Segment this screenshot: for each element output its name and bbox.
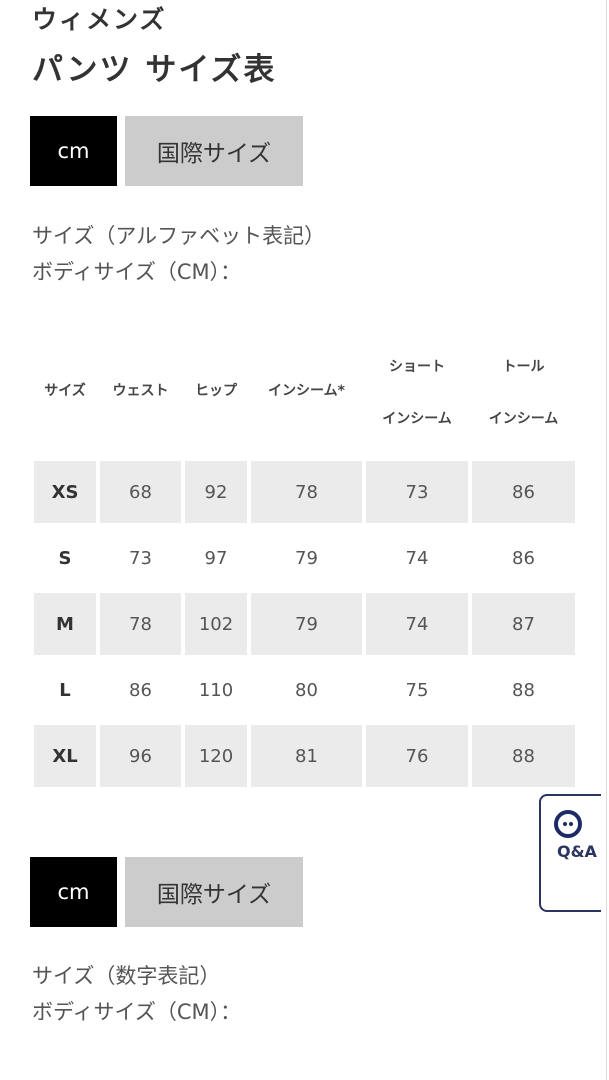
table-header: サイズ ウェスト ヒップ インシーム* ショート インシーム トール インシーム bbox=[34, 340, 575, 440]
qa-label: Q&A bbox=[557, 842, 597, 861]
unit-tabs-2: cm 国際サイズ bbox=[30, 857, 303, 927]
tab-international-size[interactable]: 国際サイズ bbox=[125, 116, 303, 186]
value-cell: 76 bbox=[366, 725, 468, 787]
value-cell: 78 bbox=[251, 461, 362, 523]
header-hip: ヒップ bbox=[195, 383, 237, 399]
size-cell: M bbox=[34, 593, 96, 655]
value-cell: 75 bbox=[405, 679, 429, 701]
value-cell: 74 bbox=[405, 547, 429, 569]
size-description-2: サイズ（数字表記） ボディサイズ（CM）： bbox=[32, 958, 241, 1030]
value-cell: 86 bbox=[129, 679, 152, 701]
table-row: S 73 97 79 74 86 bbox=[34, 527, 575, 589]
size-description-1: サイズ（アルファベット表記） ボディサイズ（CM）： bbox=[32, 218, 325, 290]
value-cell: 92 bbox=[185, 461, 247, 523]
value-cell: 87 bbox=[472, 593, 575, 655]
value-cell: 74 bbox=[366, 593, 468, 655]
qa-button[interactable]: Q&A bbox=[539, 794, 601, 912]
value-cell: 102 bbox=[185, 593, 247, 655]
category-label: ウィメンズ bbox=[32, 5, 167, 34]
table-row: L 86 110 80 75 88 bbox=[34, 659, 575, 721]
tab-cm[interactable]: cm bbox=[30, 857, 117, 927]
table-row: M 78 102 79 74 87 bbox=[34, 593, 575, 655]
size-cell: XS bbox=[34, 461, 96, 523]
value-cell: 80 bbox=[295, 679, 318, 701]
table-row: XL 96 120 81 76 88 bbox=[34, 725, 575, 787]
tab-international-size[interactable]: 国際サイズ bbox=[125, 857, 303, 927]
header-short-inseam: ショート インシーム bbox=[366, 356, 468, 428]
header-size: サイズ bbox=[44, 383, 86, 399]
size-cell: S bbox=[58, 547, 72, 569]
page-title: パンツ サイズ表 bbox=[32, 52, 277, 88]
value-cell: 68 bbox=[100, 461, 181, 523]
header-inseam: インシーム* bbox=[268, 383, 345, 399]
desc-line: ボディサイズ（CM）： bbox=[32, 1000, 242, 1024]
table-row: XS 68 92 78 73 86 bbox=[34, 461, 575, 523]
value-cell: 81 bbox=[251, 725, 362, 787]
header-line: インシーム bbox=[382, 411, 452, 427]
unit-tabs-1: cm 国際サイズ bbox=[30, 116, 303, 186]
value-cell: 110 bbox=[198, 679, 234, 701]
value-cell: 79 bbox=[295, 547, 318, 569]
size-cell: L bbox=[59, 679, 71, 701]
desc-line: ボディサイズ（CM）： bbox=[32, 260, 242, 284]
tab-cm[interactable]: cm bbox=[30, 116, 117, 186]
value-cell: 88 bbox=[512, 679, 535, 701]
value-cell: 73 bbox=[129, 547, 152, 569]
size-cell: XL bbox=[34, 725, 96, 787]
value-cell: 120 bbox=[185, 725, 247, 787]
value-cell: 88 bbox=[472, 725, 575, 787]
value-cell: 79 bbox=[251, 593, 362, 655]
desc-line: サイズ（数字表記） bbox=[32, 964, 221, 988]
header-line: トール bbox=[502, 359, 545, 375]
value-cell: 86 bbox=[472, 461, 575, 523]
value-cell: 73 bbox=[366, 461, 468, 523]
value-cell: 97 bbox=[204, 547, 228, 569]
value-cell: 78 bbox=[100, 593, 181, 655]
header-tall-inseam: トール インシーム bbox=[472, 356, 575, 428]
header-waist: ウェスト bbox=[112, 383, 169, 399]
page-edge-divider bbox=[606, 0, 607, 1080]
value-cell: 86 bbox=[512, 547, 535, 569]
chat-bubble-icon bbox=[554, 810, 582, 838]
header-line: インシーム bbox=[488, 411, 559, 427]
header-line: ショート bbox=[389, 359, 445, 375]
desc-line: サイズ（アルファベット表記） bbox=[32, 224, 326, 248]
value-cell: 96 bbox=[100, 725, 181, 787]
